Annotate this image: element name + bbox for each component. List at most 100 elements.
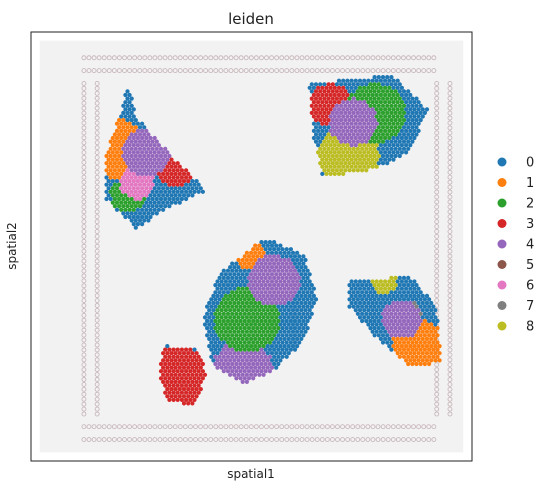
spot	[357, 114, 363, 119]
spot	[200, 376, 205, 381]
spot	[355, 89, 360, 94]
spot	[339, 168, 344, 173]
spot	[135, 135, 140, 141]
spot	[301, 268, 306, 273]
spot	[389, 311, 394, 316]
spot	[391, 344, 396, 349]
spot	[295, 336, 300, 341]
spot	[408, 114, 413, 119]
spot	[284, 304, 289, 309]
spot	[249, 358, 254, 363]
spot	[238, 326, 243, 331]
spot	[207, 336, 212, 341]
spot	[370, 107, 375, 112]
spot	[267, 290, 272, 295]
spot	[219, 365, 224, 370]
spot	[362, 143, 367, 148]
spot	[238, 318, 243, 324]
spot	[144, 186, 149, 191]
spot	[274, 243, 279, 248]
spot	[242, 376, 247, 381]
spot	[376, 89, 381, 94]
spot	[278, 272, 283, 277]
spot	[255, 369, 260, 374]
spot	[404, 344, 409, 349]
spot	[125, 211, 130, 216]
spot	[255, 297, 260, 302]
spot	[154, 204, 159, 209]
spot	[372, 333, 377, 338]
spot	[129, 125, 134, 130]
spot	[353, 157, 358, 162]
spot	[127, 157, 132, 162]
spot	[414, 318, 419, 324]
spot	[219, 344, 224, 349]
spot	[288, 283, 293, 288]
spot	[292, 318, 298, 324]
spot	[383, 135, 388, 141]
spot	[133, 211, 138, 216]
spot	[165, 164, 170, 169]
spot	[140, 157, 145, 162]
spot	[343, 89, 348, 94]
spot	[194, 351, 199, 356]
spot	[401, 318, 407, 324]
spot	[255, 347, 260, 352]
spot	[389, 340, 394, 345]
spot	[131, 135, 136, 141]
spot	[410, 304, 415, 309]
spot	[311, 85, 316, 90]
spot	[383, 279, 388, 284]
spot	[313, 139, 319, 144]
spot	[309, 304, 314, 309]
spot	[397, 283, 402, 288]
spot	[276, 268, 281, 273]
spot	[328, 100, 333, 105]
spot	[269, 243, 275, 248]
spot	[211, 344, 216, 349]
spot	[397, 340, 402, 345]
spot	[142, 139, 147, 144]
spot	[380, 146, 386, 151]
spot	[150, 204, 155, 209]
spot	[171, 376, 176, 381]
spot	[320, 143, 325, 148]
spot	[311, 128, 316, 133]
spot	[240, 308, 245, 313]
spot	[167, 168, 172, 173]
spot	[228, 365, 233, 370]
spot	[259, 347, 264, 352]
spot	[234, 318, 239, 324]
spot	[427, 326, 432, 331]
spot	[200, 361, 205, 367]
spot	[368, 318, 373, 324]
spot	[372, 110, 377, 115]
spot	[137, 125, 143, 130]
spot	[215, 308, 220, 313]
spot	[301, 275, 306, 280]
spot	[284, 268, 289, 273]
spot	[272, 318, 277, 324]
spot	[127, 179, 132, 184]
spot	[290, 329, 296, 334]
spot	[123, 207, 128, 212]
spot	[286, 351, 291, 356]
spot	[234, 340, 239, 345]
spot	[399, 351, 404, 356]
spot	[177, 387, 182, 392]
spot	[309, 110, 314, 115]
spot	[265, 279, 270, 284]
spot	[422, 318, 427, 324]
spot	[288, 326, 293, 331]
spot	[380, 333, 386, 338]
spot	[364, 311, 369, 316]
spot	[242, 290, 247, 295]
spot	[127, 207, 132, 212]
spot	[353, 128, 358, 133]
spot	[290, 315, 296, 320]
spot	[376, 290, 381, 295]
spot	[148, 150, 153, 155]
spot	[387, 279, 392, 284]
spot	[330, 146, 335, 151]
